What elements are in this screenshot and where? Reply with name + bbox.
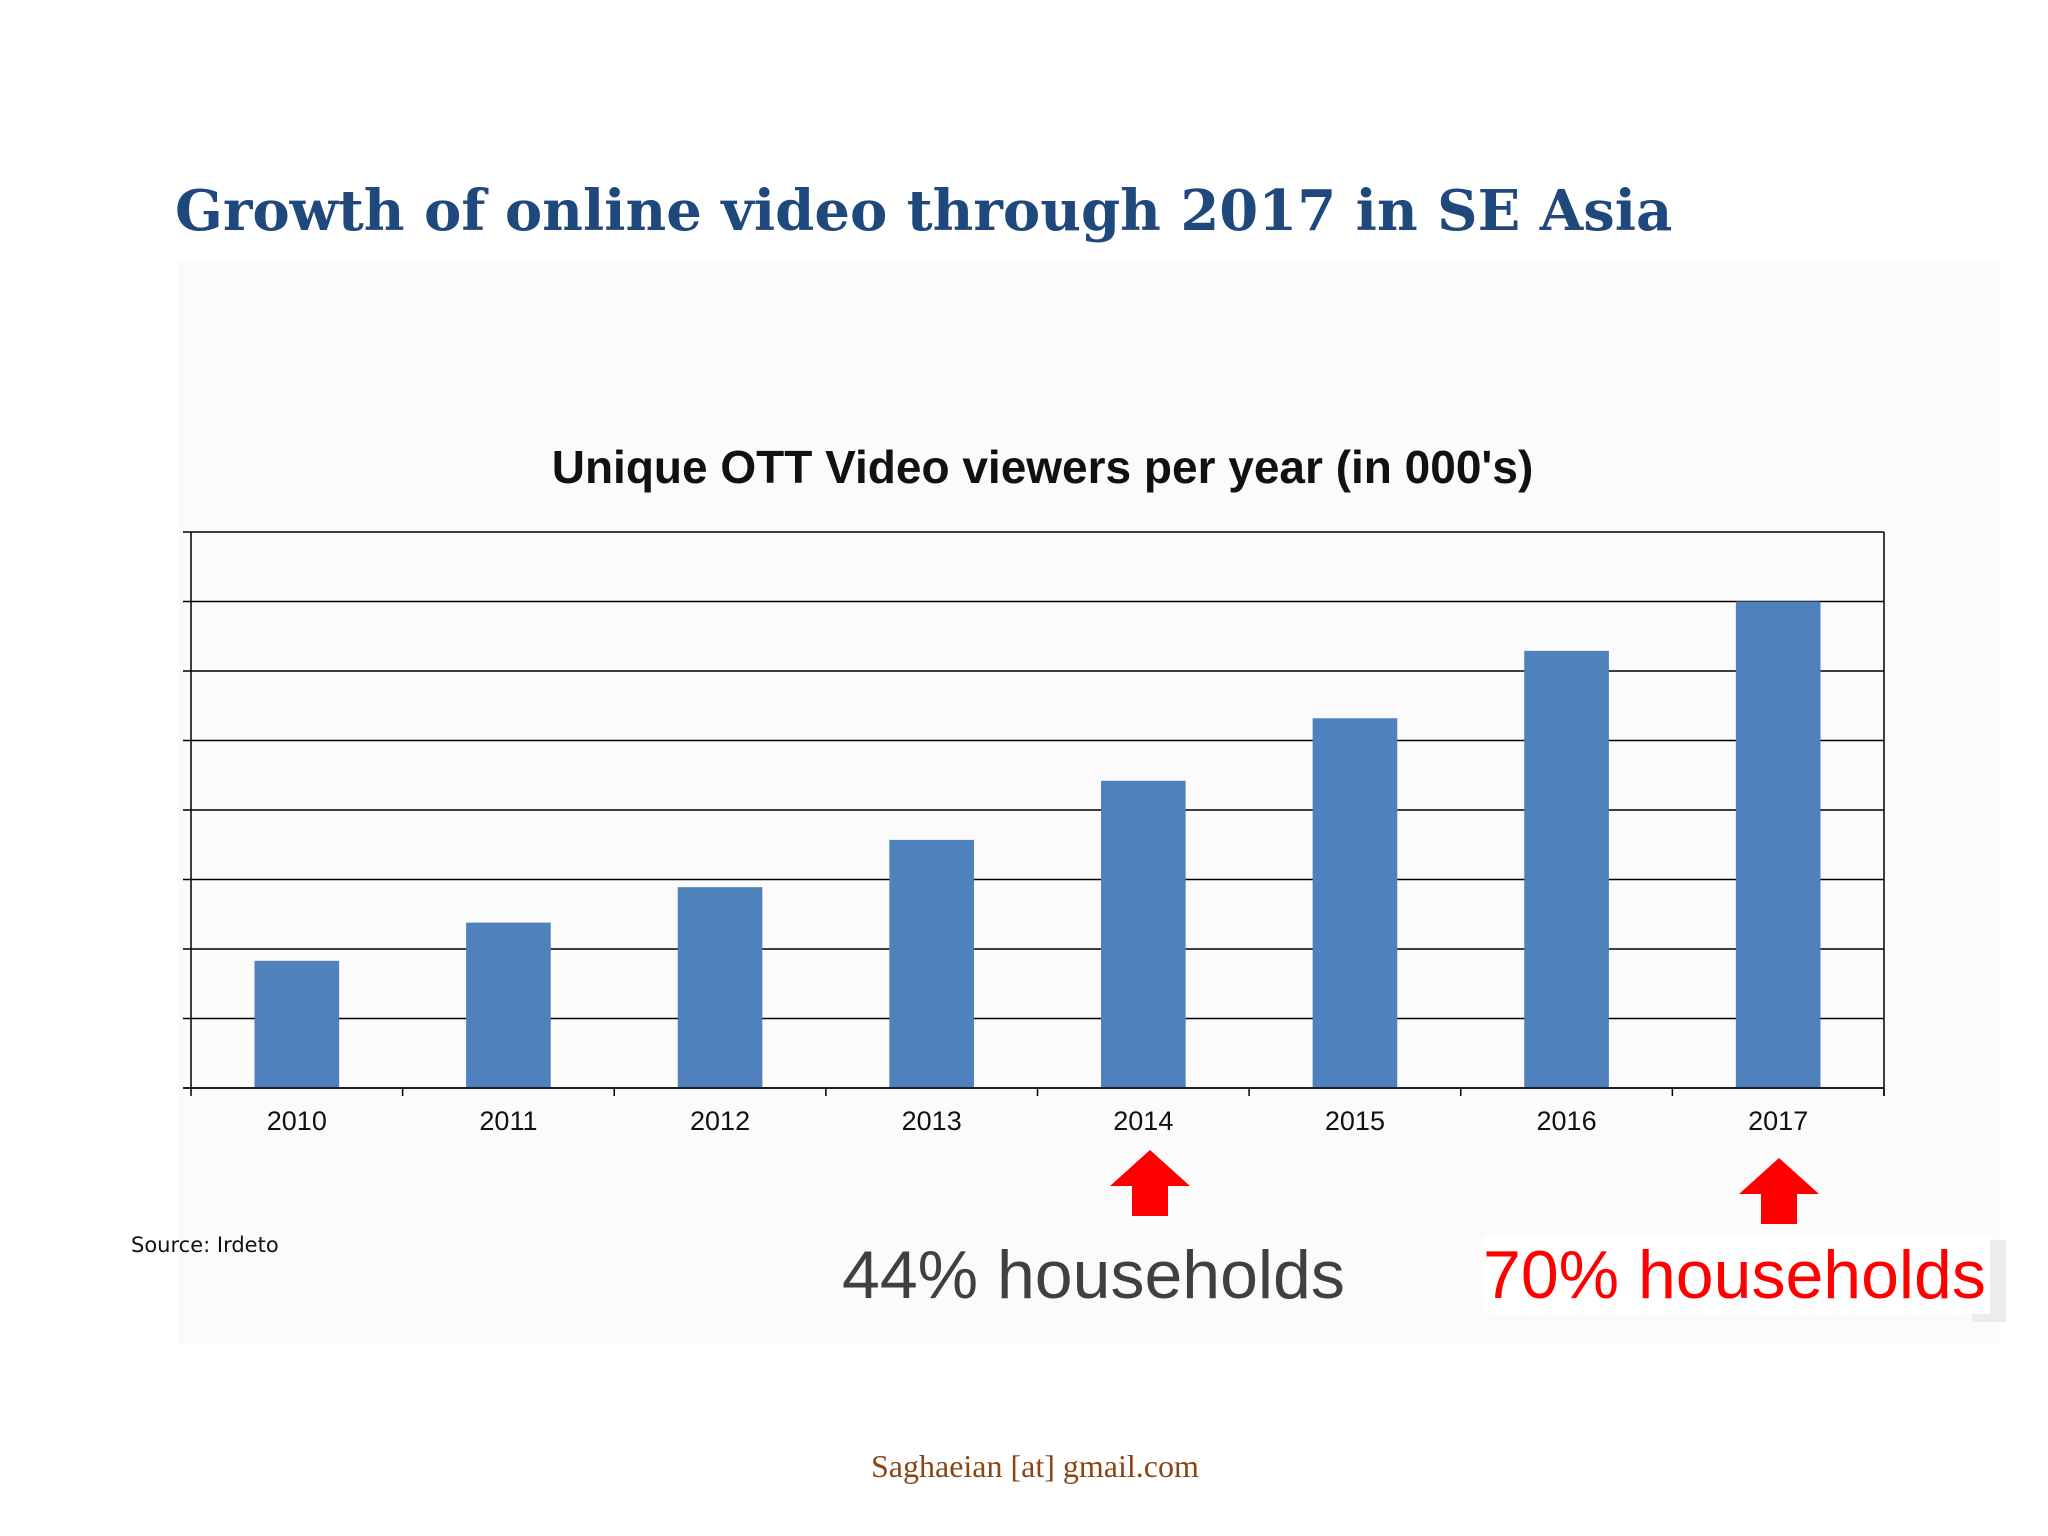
bar-2010 [254, 960, 340, 1088]
slide-title: Growth of online video through 2017 in S… [175, 178, 1673, 244]
bar-chart: Unique OTT Video viewers per year (in 00… [183, 441, 1885, 1136]
x-tick-label: 2012 [690, 1106, 750, 1136]
footer-email: Saghaeian [at] gmail.com [871, 1448, 1199, 1484]
bar-2013 [889, 839, 975, 1088]
bar-2012 [677, 887, 763, 1088]
bar-2011 [466, 922, 551, 1088]
x-tick-label: 2017 [1748, 1106, 1808, 1136]
source-note: Source: Irdeto [131, 1233, 279, 1257]
x-tick-label: 2011 [479, 1106, 537, 1136]
chart-title: Unique OTT Video viewers per year (in 00… [552, 441, 1534, 493]
chart-panel: Unique OTT Video viewers per year (in 00… [178, 262, 2000, 1344]
x-tick-label: 2013 [902, 1106, 962, 1136]
households-2017-label: 70% households [1483, 1236, 1990, 1314]
bar-2014 [1100, 780, 1186, 1088]
bar-2016 [1524, 650, 1609, 1088]
bar-2017 [1735, 601, 1821, 1088]
households-2014-label: 44% households [842, 1237, 1345, 1313]
arrow-up-icon-2017 [1739, 1158, 1819, 1224]
x-tick-label: 2016 [1537, 1106, 1597, 1136]
x-tick-label: 2014 [1113, 1106, 1173, 1136]
x-tick-label: 2010 [267, 1106, 327, 1136]
arrow-up-icon-2014 [1110, 1150, 1190, 1216]
bar-2015 [1312, 718, 1398, 1088]
x-tick-label: 2015 [1325, 1106, 1385, 1136]
